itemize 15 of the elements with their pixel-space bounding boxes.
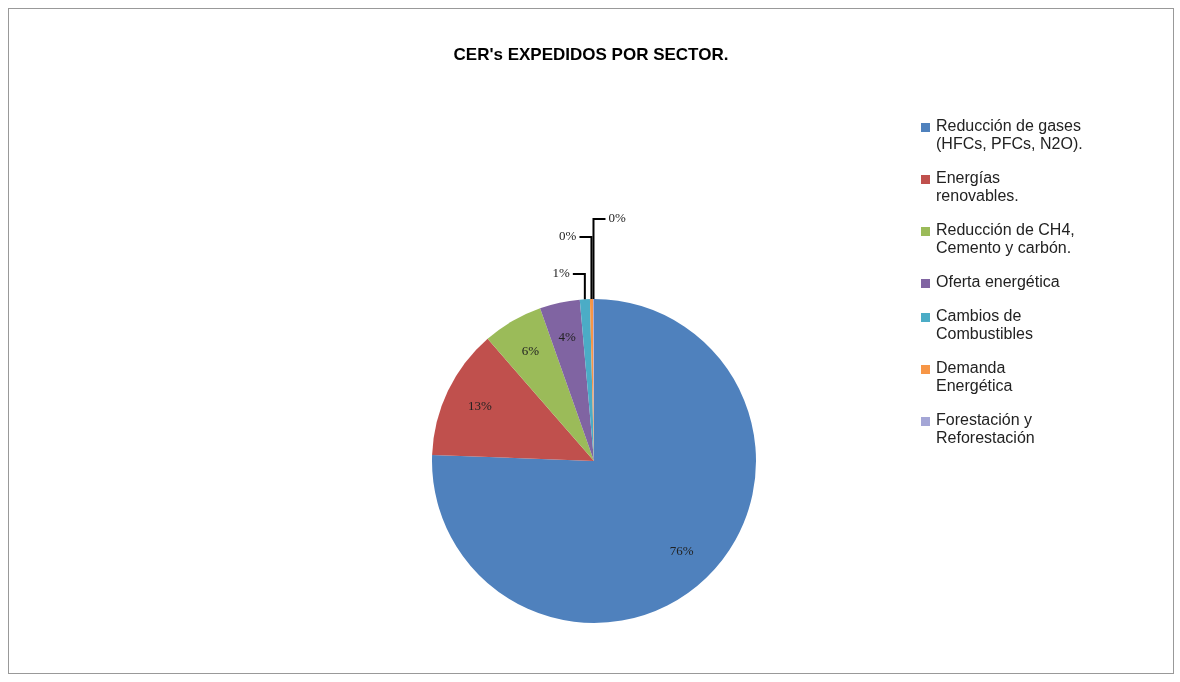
legend-label: Oferta energética <box>936 273 1060 291</box>
data-label: 0% <box>559 228 577 244</box>
legend-label: Forestación y Reforestación <box>936 411 1036 447</box>
data-label: 76% <box>669 543 694 559</box>
data-label: 6% <box>521 343 540 359</box>
legend-label: Energías renovables. <box>936 169 1020 205</box>
legend-label: Demanda Energética <box>936 359 1014 395</box>
data-label: 4% <box>558 328 577 344</box>
legend-label: Reducción de CH4, Cemento y carbón. <box>936 221 1076 257</box>
data-label: 13% <box>468 397 493 413</box>
data-label: 0% <box>608 210 626 226</box>
legend-label: Cambios de Combustibles <box>936 307 1034 343</box>
legend-label: Reducción de gases (HFCs, PFCs, N2O). <box>936 117 1084 153</box>
chart-title: CER's EXPEDIDOS POR SECTOR. <box>452 45 730 65</box>
data-label: 1% <box>552 265 570 281</box>
